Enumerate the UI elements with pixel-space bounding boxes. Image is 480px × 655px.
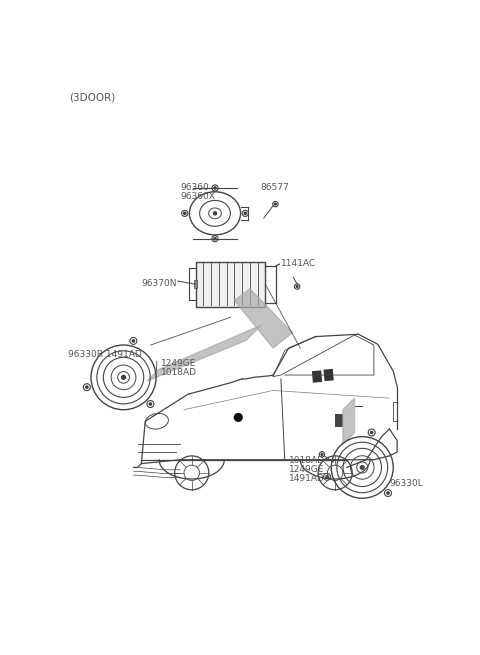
Bar — [312, 370, 322, 383]
Circle shape — [296, 286, 298, 288]
Text: 1249GE: 1249GE — [161, 359, 196, 368]
Circle shape — [121, 375, 125, 379]
Circle shape — [321, 453, 323, 455]
Circle shape — [132, 340, 134, 342]
Text: 96330L: 96330L — [389, 479, 423, 488]
Text: 1491AD: 1491AD — [288, 474, 324, 483]
Text: 96330R 1491AD: 96330R 1491AD — [68, 350, 142, 359]
Circle shape — [214, 187, 216, 189]
Circle shape — [326, 476, 328, 478]
Text: 96370N: 96370N — [142, 279, 177, 288]
Text: 1249GE: 1249GE — [288, 465, 324, 474]
Circle shape — [371, 432, 373, 434]
Circle shape — [214, 238, 216, 240]
Text: 1018AD: 1018AD — [161, 368, 197, 377]
Bar — [393, 402, 397, 421]
Text: 96360: 96360 — [180, 183, 209, 191]
Circle shape — [360, 466, 364, 469]
Bar — [196, 262, 265, 307]
Circle shape — [275, 203, 276, 205]
Text: (3DOOR): (3DOOR) — [69, 92, 116, 102]
Polygon shape — [343, 398, 355, 444]
Bar — [194, 280, 197, 288]
Bar — [335, 413, 343, 428]
Circle shape — [86, 386, 88, 388]
Circle shape — [234, 413, 242, 421]
Text: 96360X: 96360X — [180, 192, 215, 201]
Polygon shape — [234, 289, 292, 348]
Circle shape — [244, 212, 246, 214]
Circle shape — [387, 492, 389, 494]
Polygon shape — [147, 325, 262, 381]
Bar — [324, 369, 334, 381]
Text: 86577: 86577 — [260, 183, 288, 191]
Circle shape — [214, 212, 216, 215]
Circle shape — [184, 212, 186, 214]
Circle shape — [149, 403, 152, 405]
Text: 1141AC: 1141AC — [281, 259, 316, 268]
Text: 1018AD: 1018AD — [288, 456, 324, 465]
